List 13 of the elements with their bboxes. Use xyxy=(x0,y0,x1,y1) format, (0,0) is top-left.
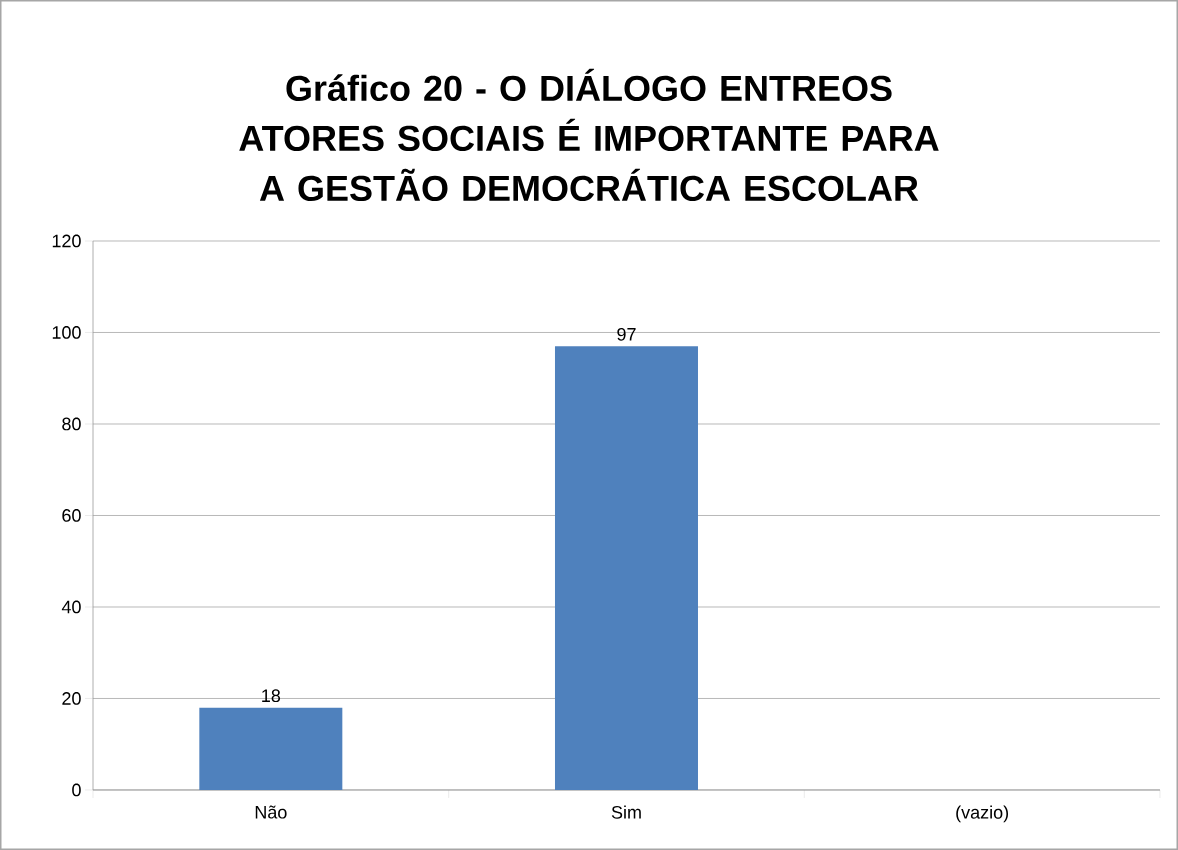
y-tick-label: 40 xyxy=(61,600,81,614)
y-tick-label: 100 xyxy=(52,326,81,339)
x-tick-label: (vazio) xyxy=(956,805,1009,823)
y-tick-label: 20 xyxy=(62,692,81,705)
x-tick-label: Sim xyxy=(611,805,641,819)
x-tick-label: Não xyxy=(255,805,287,819)
data-label: 97 xyxy=(617,327,636,341)
y-tick-label: 80 xyxy=(62,417,81,431)
y-tick-label: 0 xyxy=(72,783,81,797)
y-tick-label: 60 xyxy=(62,509,81,522)
data-label: 18 xyxy=(262,689,281,703)
chart-title: Gráfico 20 - O DIÁLOGO ENTREOS ATORES SOCIAIS É IMPORTANTE PARA A GESTÃO DEMOCRÁTICA ESCOLAR xyxy=(239,68,939,202)
y-tick-label: 120 xyxy=(52,234,81,248)
